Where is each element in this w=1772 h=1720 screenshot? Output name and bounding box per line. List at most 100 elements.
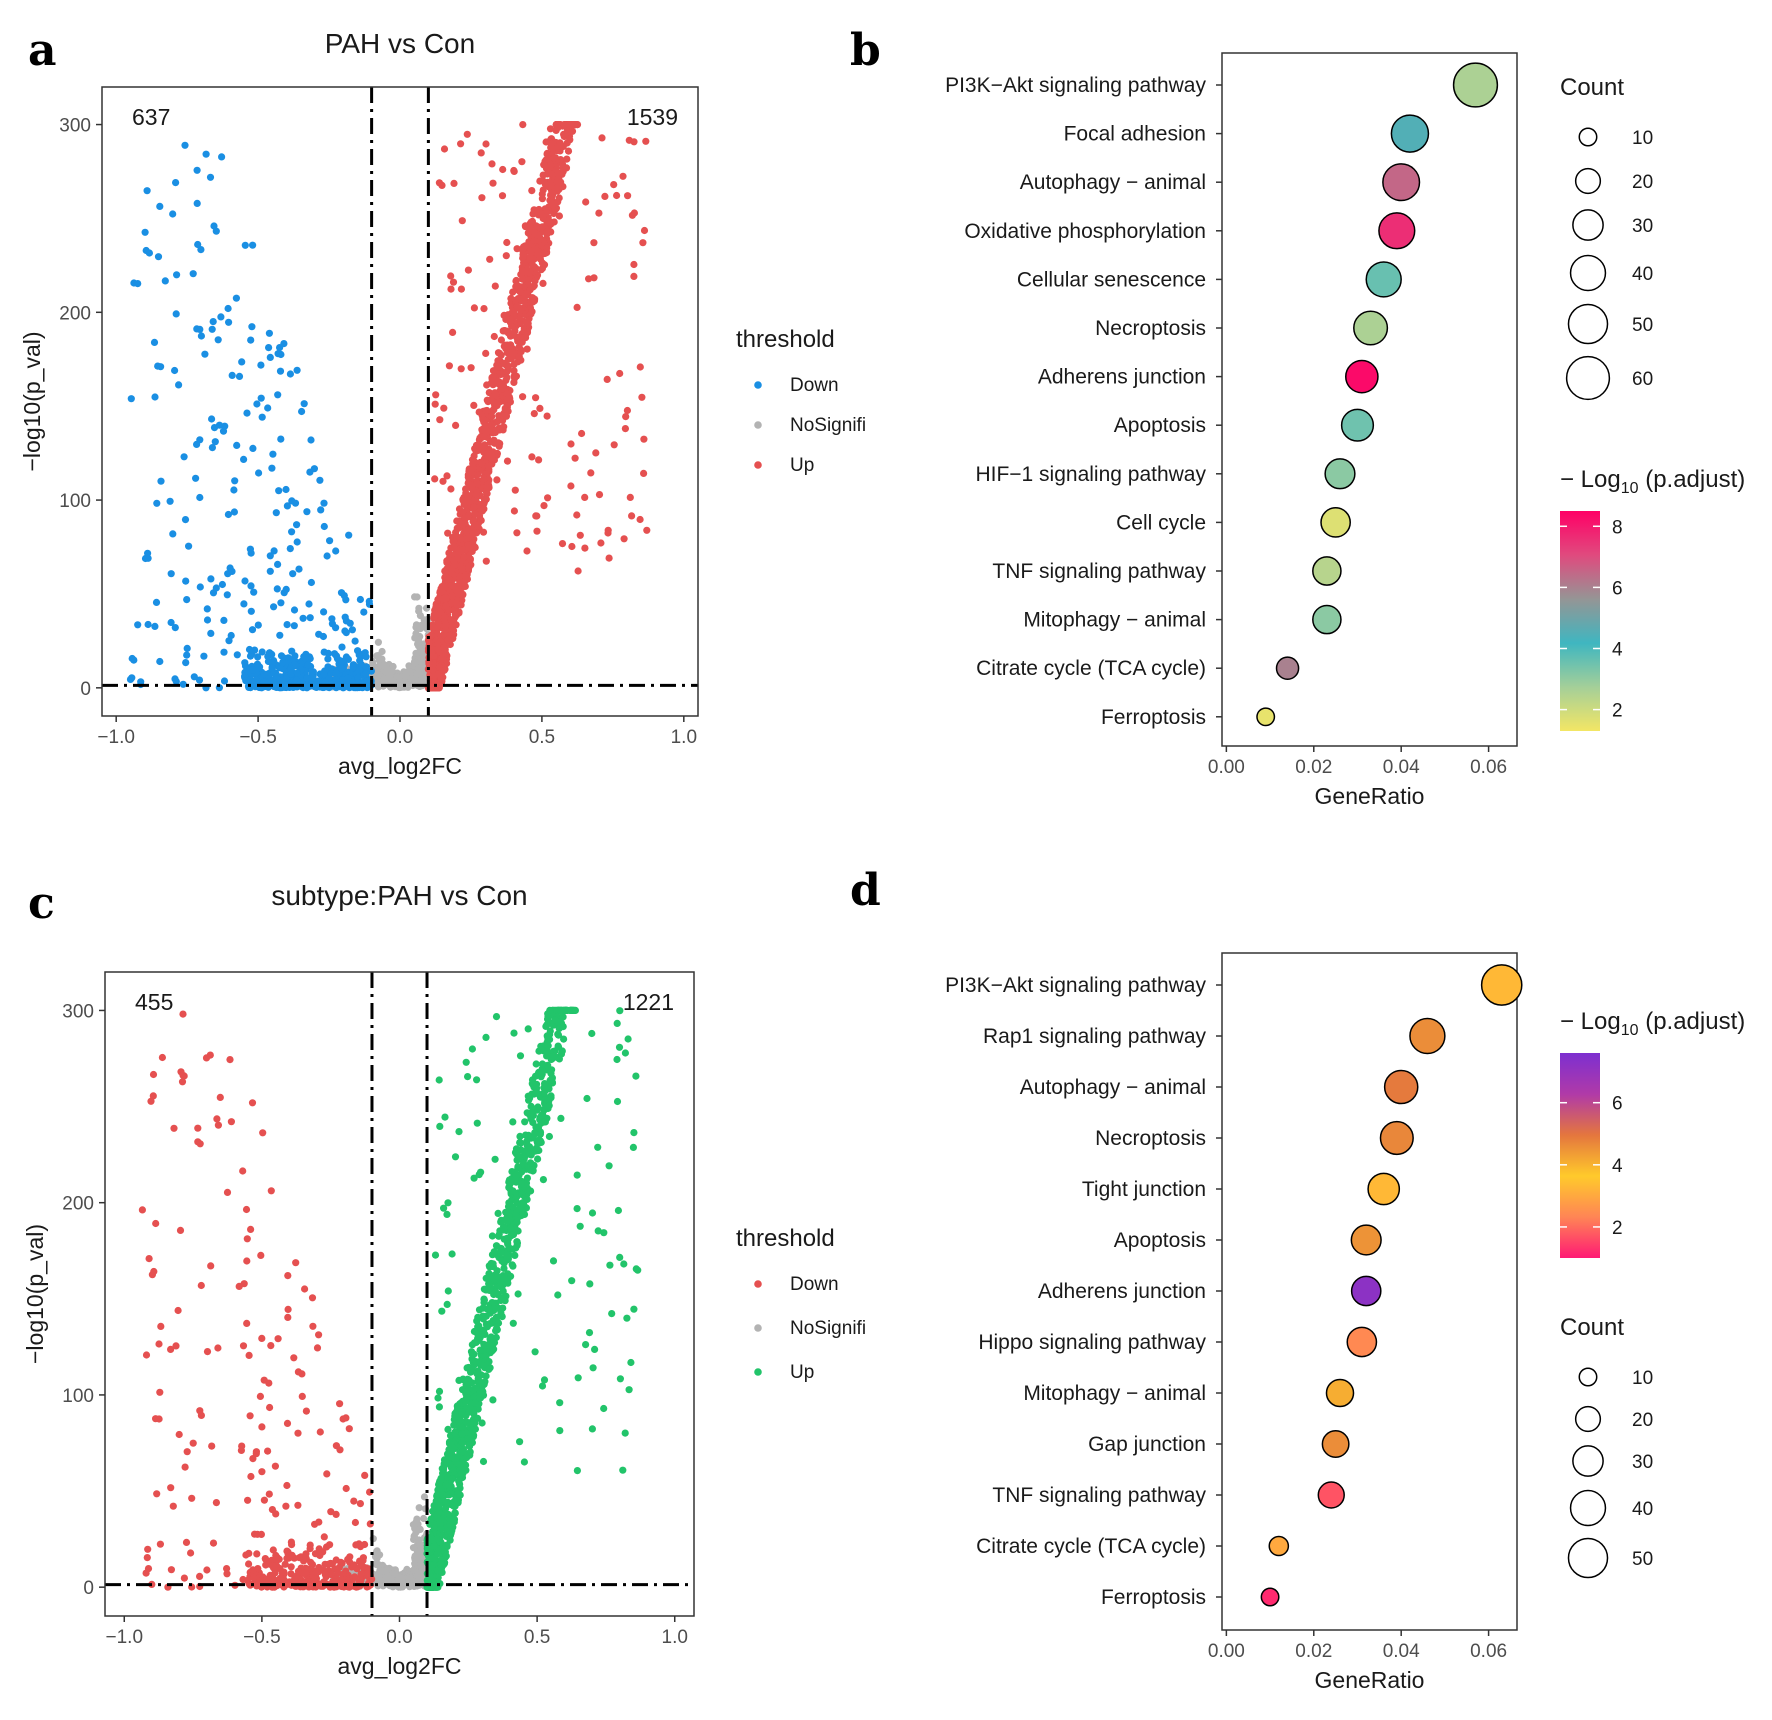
down-point <box>224 510 232 519</box>
up-point <box>440 404 448 412</box>
down-point <box>157 477 165 485</box>
down-point <box>272 1562 281 1570</box>
up-point <box>517 356 525 364</box>
down-point <box>275 487 283 495</box>
up-point <box>620 535 628 543</box>
down-point <box>178 1078 187 1086</box>
up-point <box>483 406 491 415</box>
y-tick-label: 200 <box>59 303 91 324</box>
x-axis-title: GeneRatio <box>1315 783 1425 809</box>
down-point <box>265 329 273 337</box>
up-point <box>528 187 536 195</box>
down-point <box>295 1568 303 1576</box>
down-point <box>181 516 190 524</box>
up-point <box>458 546 466 554</box>
up-point <box>605 554 613 562</box>
down-point <box>158 1053 166 1062</box>
down-point <box>268 664 276 672</box>
down-point <box>182 659 190 667</box>
nosig-point <box>416 612 424 620</box>
up-point <box>510 1029 518 1037</box>
down-point <box>244 1496 252 1504</box>
up-point <box>451 610 459 618</box>
up-point <box>473 1076 481 1084</box>
up-point <box>469 459 477 468</box>
up-point <box>566 136 574 144</box>
down-point <box>153 1490 161 1498</box>
down-point <box>144 1545 152 1553</box>
down-point <box>248 649 256 658</box>
up-point <box>638 393 646 401</box>
up-point <box>519 121 527 129</box>
down-point <box>179 680 187 688</box>
up-point <box>491 282 499 290</box>
up-point <box>547 140 556 148</box>
up-point <box>511 486 519 494</box>
up-point <box>454 590 463 598</box>
down-point <box>265 1379 273 1387</box>
up-point <box>509 1319 517 1327</box>
down-point <box>283 1419 292 1427</box>
up-point <box>452 1454 460 1462</box>
down-point <box>293 669 301 677</box>
down-point <box>149 1070 158 1079</box>
down-point <box>227 1118 235 1126</box>
down-point <box>277 599 285 607</box>
down-point <box>156 657 164 666</box>
down-point <box>171 366 179 375</box>
up-point <box>523 1109 531 1117</box>
down-point <box>332 669 340 677</box>
down-point <box>223 591 231 599</box>
x-tick-label: 0.04 <box>1383 757 1420 778</box>
down-point <box>313 1344 322 1352</box>
down-point <box>284 1272 292 1280</box>
legend-label: NoSignifi <box>790 415 866 436</box>
up-point <box>451 561 459 569</box>
pathway-label: TNF signaling pathway <box>992 560 1206 583</box>
up-point <box>538 190 546 198</box>
down-point <box>182 1538 191 1546</box>
down-point <box>249 241 257 249</box>
up-point <box>533 512 541 520</box>
up-point <box>468 1350 476 1358</box>
up-point <box>606 1261 614 1269</box>
up-point <box>513 1218 521 1226</box>
down-point <box>293 538 301 546</box>
down-point <box>345 1583 353 1591</box>
down-point <box>338 665 346 673</box>
up-point <box>516 1052 525 1060</box>
data-points <box>138 1006 642 1591</box>
down-point <box>233 441 241 449</box>
down-point <box>194 1124 202 1132</box>
down-point <box>183 1448 191 1456</box>
down-point <box>349 664 357 672</box>
up-point <box>610 441 618 449</box>
down-point <box>259 1129 267 1137</box>
down-point <box>283 502 291 510</box>
up-point <box>568 127 577 135</box>
down-point <box>260 670 268 678</box>
down-point <box>203 616 212 624</box>
up-point <box>442 1541 450 1549</box>
up-point <box>582 1341 590 1349</box>
up-point <box>464 513 472 521</box>
up-point <box>588 1209 597 1217</box>
up-point <box>502 1208 510 1216</box>
down-point <box>257 361 265 369</box>
down-point <box>308 1294 317 1302</box>
up-point <box>527 310 535 318</box>
down-point <box>223 1188 232 1196</box>
up-point <box>442 602 450 610</box>
up-point <box>639 239 647 247</box>
up-point <box>457 285 465 293</box>
up-point <box>522 334 530 342</box>
pathway-dot <box>1312 556 1342 586</box>
down-point <box>209 318 217 326</box>
down-point <box>323 1470 331 1478</box>
up-point <box>482 140 490 148</box>
up-point <box>536 404 544 412</box>
up-point <box>623 1314 631 1322</box>
x-tick-label: 0.02 <box>1295 757 1332 778</box>
up-point <box>556 139 564 147</box>
up-point <box>532 265 540 273</box>
